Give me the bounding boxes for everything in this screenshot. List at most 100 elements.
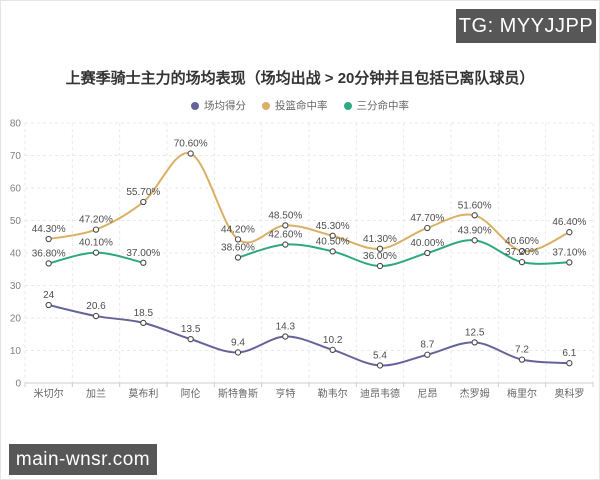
data-point-label: 40.50%: [316, 236, 350, 247]
data-point-label: 8.7: [420, 340, 434, 351]
data-point-marker: [376, 262, 384, 270]
y-tick-label: 60: [10, 184, 22, 195]
x-tick-label: 亨特: [275, 387, 295, 400]
data-point-marker: [329, 248, 336, 255]
data-point-marker: [187, 150, 194, 157]
data-point-marker: [92, 312, 100, 320]
data-point-marker: [234, 236, 242, 243]
line-chart: 米切尔 加兰 莫布利 阿伦 斯特鲁斯 亨特 勒韦尔 迪昂韦德 尼昂 杰罗姆 梅里尔 奥科罗 0 10 20 3…: [10, 119, 594, 400]
legend-dot-3p-percent: [343, 101, 352, 110]
legend-dot-points-per-game: [191, 101, 199, 110]
data-point-marker: [234, 349, 242, 356]
y-tick-label: 40: [10, 249, 22, 260]
data-point-marker: [518, 356, 526, 363]
data-point-marker: [45, 301, 52, 309]
data-point-marker: [140, 198, 147, 206]
data-point-marker: [566, 229, 573, 236]
data-point-marker: [92, 226, 100, 233]
x-tick-label: 杰罗姆: [460, 387, 490, 400]
data-point-label: 48.50%: [268, 210, 302, 221]
y-tick-label: 80: [10, 119, 22, 130]
data-point-marker: [45, 235, 52, 243]
data-point-label: 12.5: [465, 327, 485, 338]
data-point-label: 36.80%: [32, 248, 66, 259]
data-point-marker: [424, 249, 431, 257]
y-tick-label: 0: [15, 379, 21, 390]
data-point-marker: [282, 333, 289, 340]
data-point-label: 40.00%: [410, 238, 444, 249]
data-point-marker: [376, 245, 384, 252]
data-point-label: 45.30%: [316, 221, 350, 232]
series-line: [237, 239, 571, 268]
data-point-label: 41.30%: [363, 234, 397, 245]
data-point-label: 10.2: [323, 335, 343, 346]
data-point-marker: [282, 222, 289, 229]
data-point-label: 42.60%: [268, 230, 302, 241]
data-point-marker: [140, 319, 147, 327]
data-point-marker: [566, 360, 573, 367]
data-point-label: 13.5: [181, 324, 201, 335]
legend-item-points-per-game[interactable]: 场均得分: [191, 98, 246, 113]
data-point-marker: [424, 224, 431, 232]
data-point-label: 38.60%: [221, 243, 255, 254]
data-point-marker: [424, 351, 431, 358]
gridlines: [24, 122, 594, 383]
data-point-label: 36.00%: [363, 251, 397, 262]
series-场均得分: 24 20.6 18.5 13.5 9.4 14.3 10.2 5.4 8.7 12.5 7.2 6.…: [43, 290, 577, 369]
x-tick-label: 加兰: [86, 387, 106, 400]
data-point-marker: [234, 254, 242, 261]
data-point-marker: [329, 232, 336, 239]
y-tick-label: 30: [10, 281, 22, 292]
data-point-label: 43.90%: [458, 225, 492, 236]
data-point-label: 40.60%: [505, 236, 539, 247]
data-point-label: 7.2: [515, 345, 529, 356]
x-tick-label: 奥科罗: [554, 387, 584, 400]
data-point-label: 20.6: [86, 301, 106, 312]
x-tick-label: 斯特鲁斯: [218, 387, 258, 400]
data-point-label: 47.70%: [410, 213, 444, 224]
data-point-label: 37.10%: [552, 247, 586, 258]
data-point-marker: [471, 212, 478, 219]
chart-legend: 场均得分 投篮命中率 三分命中率: [1, 98, 599, 113]
y-tick-label: 70: [10, 151, 22, 162]
legend-label-3p-percent: 三分命中率: [356, 100, 410, 112]
x-tick-label: 梅里尔: [507, 387, 537, 400]
data-point-marker: [376, 362, 384, 369]
data-point-marker: [471, 237, 478, 244]
data-point-label: 55.70%: [126, 187, 160, 198]
legend-label-points-per-game: 场均得分: [204, 100, 246, 112]
data-point-marker: [140, 259, 147, 266]
data-point-label: 9.4: [231, 337, 245, 348]
data-point-label: 46.40%: [552, 217, 586, 228]
data-point-marker: [282, 241, 289, 248]
data-point-label: 70.60%: [174, 139, 208, 150]
data-point-label: 18.5: [134, 308, 154, 319]
series-投篮命中率: 44.30% 47.20% 55.70% 70.60% 44.20% 48.50% 45.3…: [32, 139, 586, 255]
data-point-marker: [329, 346, 336, 353]
legend-label-fg-percent: 投篮命中率: [275, 100, 328, 112]
tg-badge: TG: MYYJJPP: [456, 9, 596, 43]
series-三分命中率: 36.80% 40.10% 37.00% 38.60% 42.60% 40.50% 36.0…: [32, 225, 586, 270]
data-point-label: 44.30%: [32, 224, 66, 235]
data-point-marker: [518, 247, 526, 255]
data-point-marker: [566, 259, 573, 266]
legend-item-3p-percent[interactable]: 三分命中率: [343, 98, 410, 113]
x-tick-label: 阿伦: [181, 387, 201, 400]
legend-item-fg-percent[interactable]: 投篮命中率: [262, 98, 328, 113]
x-tick-label: 米切尔: [34, 387, 64, 400]
data-point-marker: [45, 260, 52, 267]
data-point-label: 37.00%: [126, 248, 160, 259]
data-point-label: 40.10%: [79, 238, 113, 249]
data-point-label: 5.4: [373, 350, 387, 361]
chart-title: 上赛季骑士主力的场均表现（场均出战 > 20分钟并且包括已离队球员）: [65, 70, 535, 87]
y-tick-label: 10: [10, 346, 22, 357]
y-axis: 0 10 20 30 40 50 60 70 80: [10, 119, 22, 390]
x-tick-label: 尼昂: [417, 388, 437, 400]
data-point-label: 47.20%: [79, 215, 113, 226]
series-line: [47, 304, 571, 367]
x-tick-label: 迪昂韦德: [360, 387, 400, 400]
data-point-label: 6.1: [562, 348, 576, 359]
data-point-marker: [187, 335, 194, 343]
data-point-label: 51.60%: [458, 200, 492, 211]
